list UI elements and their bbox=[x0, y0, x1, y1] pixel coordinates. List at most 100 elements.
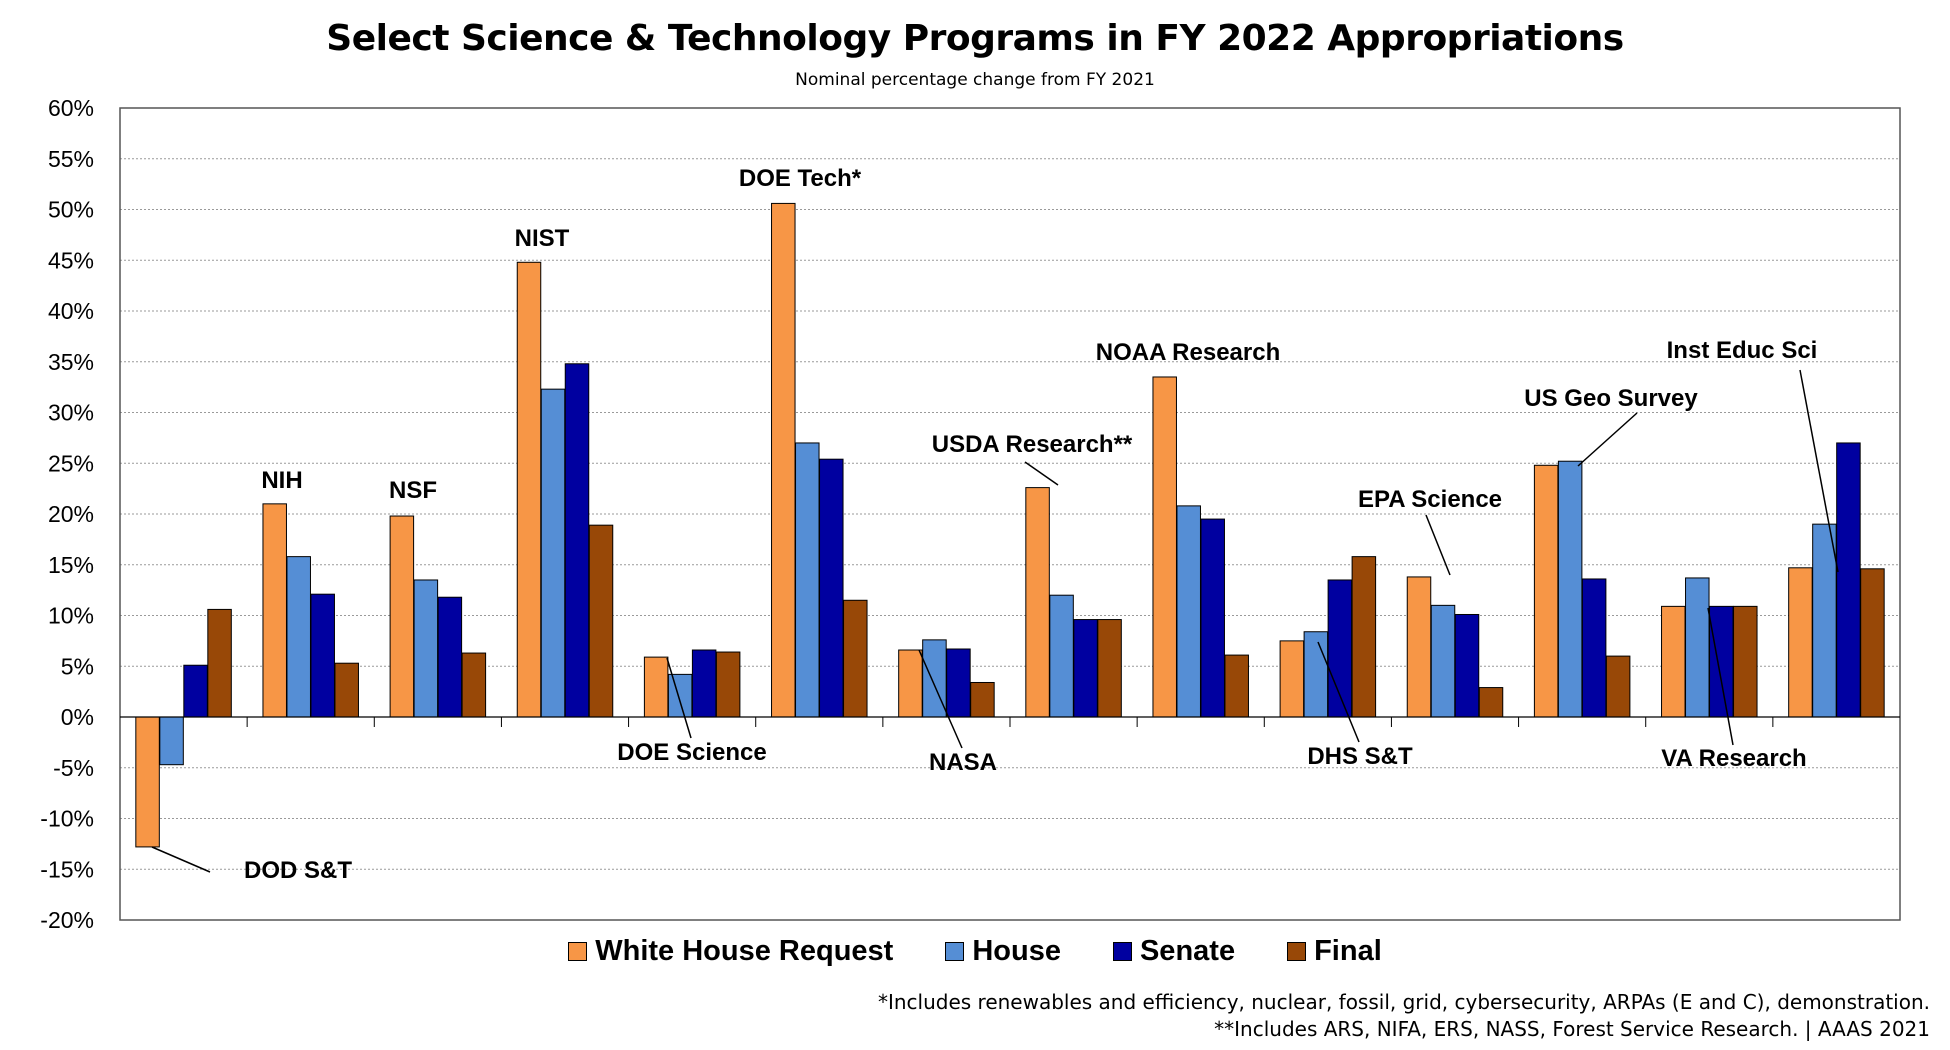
bar-dod-s-t-house bbox=[159, 716, 184, 766]
footnote-doe-tech: *Includes renewables and efficiency, nuc… bbox=[877, 990, 1930, 1014]
category-label-nist: NIST bbox=[515, 225, 570, 252]
bar-inst-educ-sci-senate bbox=[1836, 442, 1861, 718]
y-tick-label: 35% bbox=[48, 349, 94, 375]
bar-epa-science-senate bbox=[1454, 613, 1480, 718]
bar-nasa-white-house-request bbox=[898, 649, 923, 718]
bar-noaa-research-house bbox=[1176, 505, 1201, 718]
bar-inst-educ-sci-final bbox=[1860, 568, 1885, 718]
bar-nasa-final bbox=[970, 681, 995, 718]
legend-swatch-senate bbox=[1112, 942, 1132, 961]
callout-line-va-research bbox=[1707, 607, 1734, 746]
callout-line-nasa bbox=[918, 649, 963, 749]
bar-epa-science-final bbox=[1478, 687, 1504, 718]
y-tick-label: 5% bbox=[61, 653, 94, 679]
bar-va-research-final bbox=[1733, 605, 1758, 718]
bar-nih-white-house-request bbox=[262, 503, 287, 718]
category-label-nih: NIH bbox=[261, 467, 302, 494]
y-tick-label: 30% bbox=[48, 400, 94, 426]
callout-line-epa-science bbox=[1425, 514, 1451, 576]
bar-usda-research-final bbox=[1097, 619, 1122, 718]
bar-inst-educ-sci-house bbox=[1812, 523, 1837, 718]
bar-doe-tech-white-house-request bbox=[771, 202, 796, 718]
category-label-doe-tech: DOE Tech* bbox=[739, 165, 862, 192]
bar-dhs-s-t-final bbox=[1351, 556, 1377, 718]
bar-doe-tech-final bbox=[843, 599, 868, 718]
y-tick-label: 55% bbox=[48, 146, 94, 172]
bar-nist-senate bbox=[564, 363, 590, 718]
y-tick-label: -10% bbox=[40, 806, 94, 832]
bar-nsf-senate bbox=[437, 596, 463, 718]
bar-nist-house bbox=[540, 388, 566, 718]
y-tick-label: 15% bbox=[48, 552, 94, 578]
chart-legend: White House Request House Senate Final bbox=[0, 935, 1950, 968]
chart-title: Select Science & Technology Programs in … bbox=[326, 18, 1624, 59]
bar-doe-science-senate bbox=[691, 649, 717, 718]
category-label-dhs-s-t: DHS S&T bbox=[1307, 743, 1413, 770]
legend-label-final: Final bbox=[1314, 935, 1382, 967]
bar-doe-tech-house bbox=[795, 442, 820, 718]
bar-usda-research-house bbox=[1049, 594, 1074, 718]
y-tick-label: 45% bbox=[48, 247, 94, 273]
y-tick-label: -20% bbox=[40, 907, 94, 933]
callout-line-usda-research bbox=[1024, 461, 1059, 486]
bar-doe-science-white-house-request bbox=[643, 656, 669, 718]
bar-nist-final bbox=[588, 524, 614, 718]
chart-subtitle: Nominal percentage change from FY 2021 bbox=[795, 70, 1155, 90]
bar-doe-science-final bbox=[715, 651, 741, 718]
bar-noaa-research-final bbox=[1224, 654, 1249, 718]
bar-nasa-senate bbox=[946, 648, 971, 718]
category-label-nsf: NSF bbox=[389, 477, 437, 504]
bar-nih-house bbox=[286, 556, 311, 718]
y-tick-label: 50% bbox=[48, 197, 94, 223]
footnote-usda-source: **Includes ARS, NIFA, ERS, NASS, Forest … bbox=[1214, 1017, 1930, 1041]
legend-item-white-house-request: White House Request bbox=[568, 935, 893, 968]
category-label-nasa: NASA bbox=[929, 749, 997, 776]
bar-nist-white-house-request bbox=[516, 261, 542, 718]
y-tick-label: -5% bbox=[53, 755, 94, 781]
bar-usda-research-senate bbox=[1073, 619, 1098, 718]
y-tick-label: 40% bbox=[48, 298, 94, 324]
bar-noaa-research-white-house-request bbox=[1152, 376, 1177, 718]
legend-item-house: House bbox=[945, 935, 1061, 968]
bar-inst-educ-sci-white-house-request bbox=[1788, 567, 1813, 718]
bar-va-research-senate bbox=[1709, 605, 1734, 718]
bar-epa-science-house bbox=[1430, 604, 1456, 718]
bar-usda-research-white-house-request bbox=[1025, 487, 1050, 718]
bar-nih-senate bbox=[310, 593, 335, 718]
callout-line-dhs-s-t bbox=[1317, 641, 1360, 743]
y-tick-label: 10% bbox=[48, 603, 94, 629]
callout-line-doe-science bbox=[666, 657, 692, 739]
y-tick-label: 0% bbox=[61, 704, 94, 730]
bar-nsf-house bbox=[413, 579, 439, 718]
bar-noaa-research-senate bbox=[1200, 518, 1225, 718]
bar-us-geo-survey-house bbox=[1557, 460, 1583, 718]
bar-dod-s-t-senate bbox=[183, 664, 208, 718]
bar-va-research-house bbox=[1685, 577, 1710, 718]
bar-doe-tech-senate bbox=[819, 458, 844, 718]
y-tick-label: 25% bbox=[48, 450, 94, 476]
bar-epa-science-white-house-request bbox=[1406, 576, 1432, 718]
bar-us-geo-survey-senate bbox=[1581, 578, 1607, 718]
bar-doe-science-house bbox=[667, 673, 693, 718]
category-label-inst-educ-sci: Inst Educ Sci bbox=[1667, 337, 1818, 364]
bar-nsf-final bbox=[461, 652, 487, 718]
legend-item-final: Final bbox=[1287, 935, 1382, 968]
plot-area-border bbox=[119, 107, 1901, 921]
legend-label-white-house-request: White House Request bbox=[595, 935, 894, 967]
legend-swatch-house bbox=[945, 942, 965, 961]
bar-va-research-white-house-request bbox=[1661, 605, 1686, 718]
y-tick-label: 20% bbox=[48, 501, 94, 527]
legend-label-senate: Senate bbox=[1139, 935, 1236, 967]
category-label-doe-science: DOE Science bbox=[617, 739, 766, 766]
legend-swatch-white-house-request bbox=[568, 942, 588, 961]
callout-line-inst-educ-sci bbox=[1799, 369, 1839, 573]
bar-nsf-white-house-request bbox=[389, 515, 415, 718]
legend-swatch-final bbox=[1287, 942, 1307, 961]
y-tick-label: 60% bbox=[48, 95, 94, 121]
legend-label-house: House bbox=[972, 935, 1061, 967]
y-tick-label: -15% bbox=[40, 856, 94, 882]
category-label-epa-science: EPA Science bbox=[1358, 486, 1502, 513]
category-label-noaa-research: NOAA Research bbox=[1096, 339, 1281, 366]
category-label-va-research: VA Research bbox=[1661, 745, 1806, 772]
